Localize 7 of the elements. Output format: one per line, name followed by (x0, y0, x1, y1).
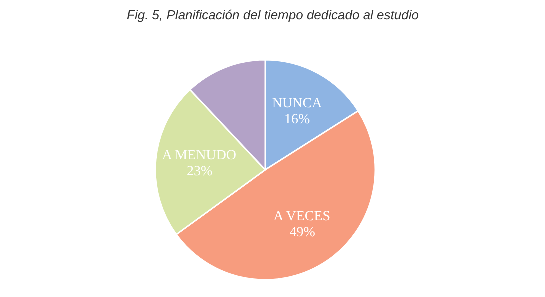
data-label: 49% (290, 225, 316, 240)
chart-title: Fig. 5, Planificación del tiempo dedicado al estudio (127, 8, 419, 22)
slice-label: A MENUDO (162, 148, 237, 164)
data-label: 16% (284, 112, 310, 128)
slice-label: A VECES (274, 209, 331, 224)
data-label: 23% (186, 164, 213, 180)
slice-label: NUNCA (272, 96, 324, 112)
